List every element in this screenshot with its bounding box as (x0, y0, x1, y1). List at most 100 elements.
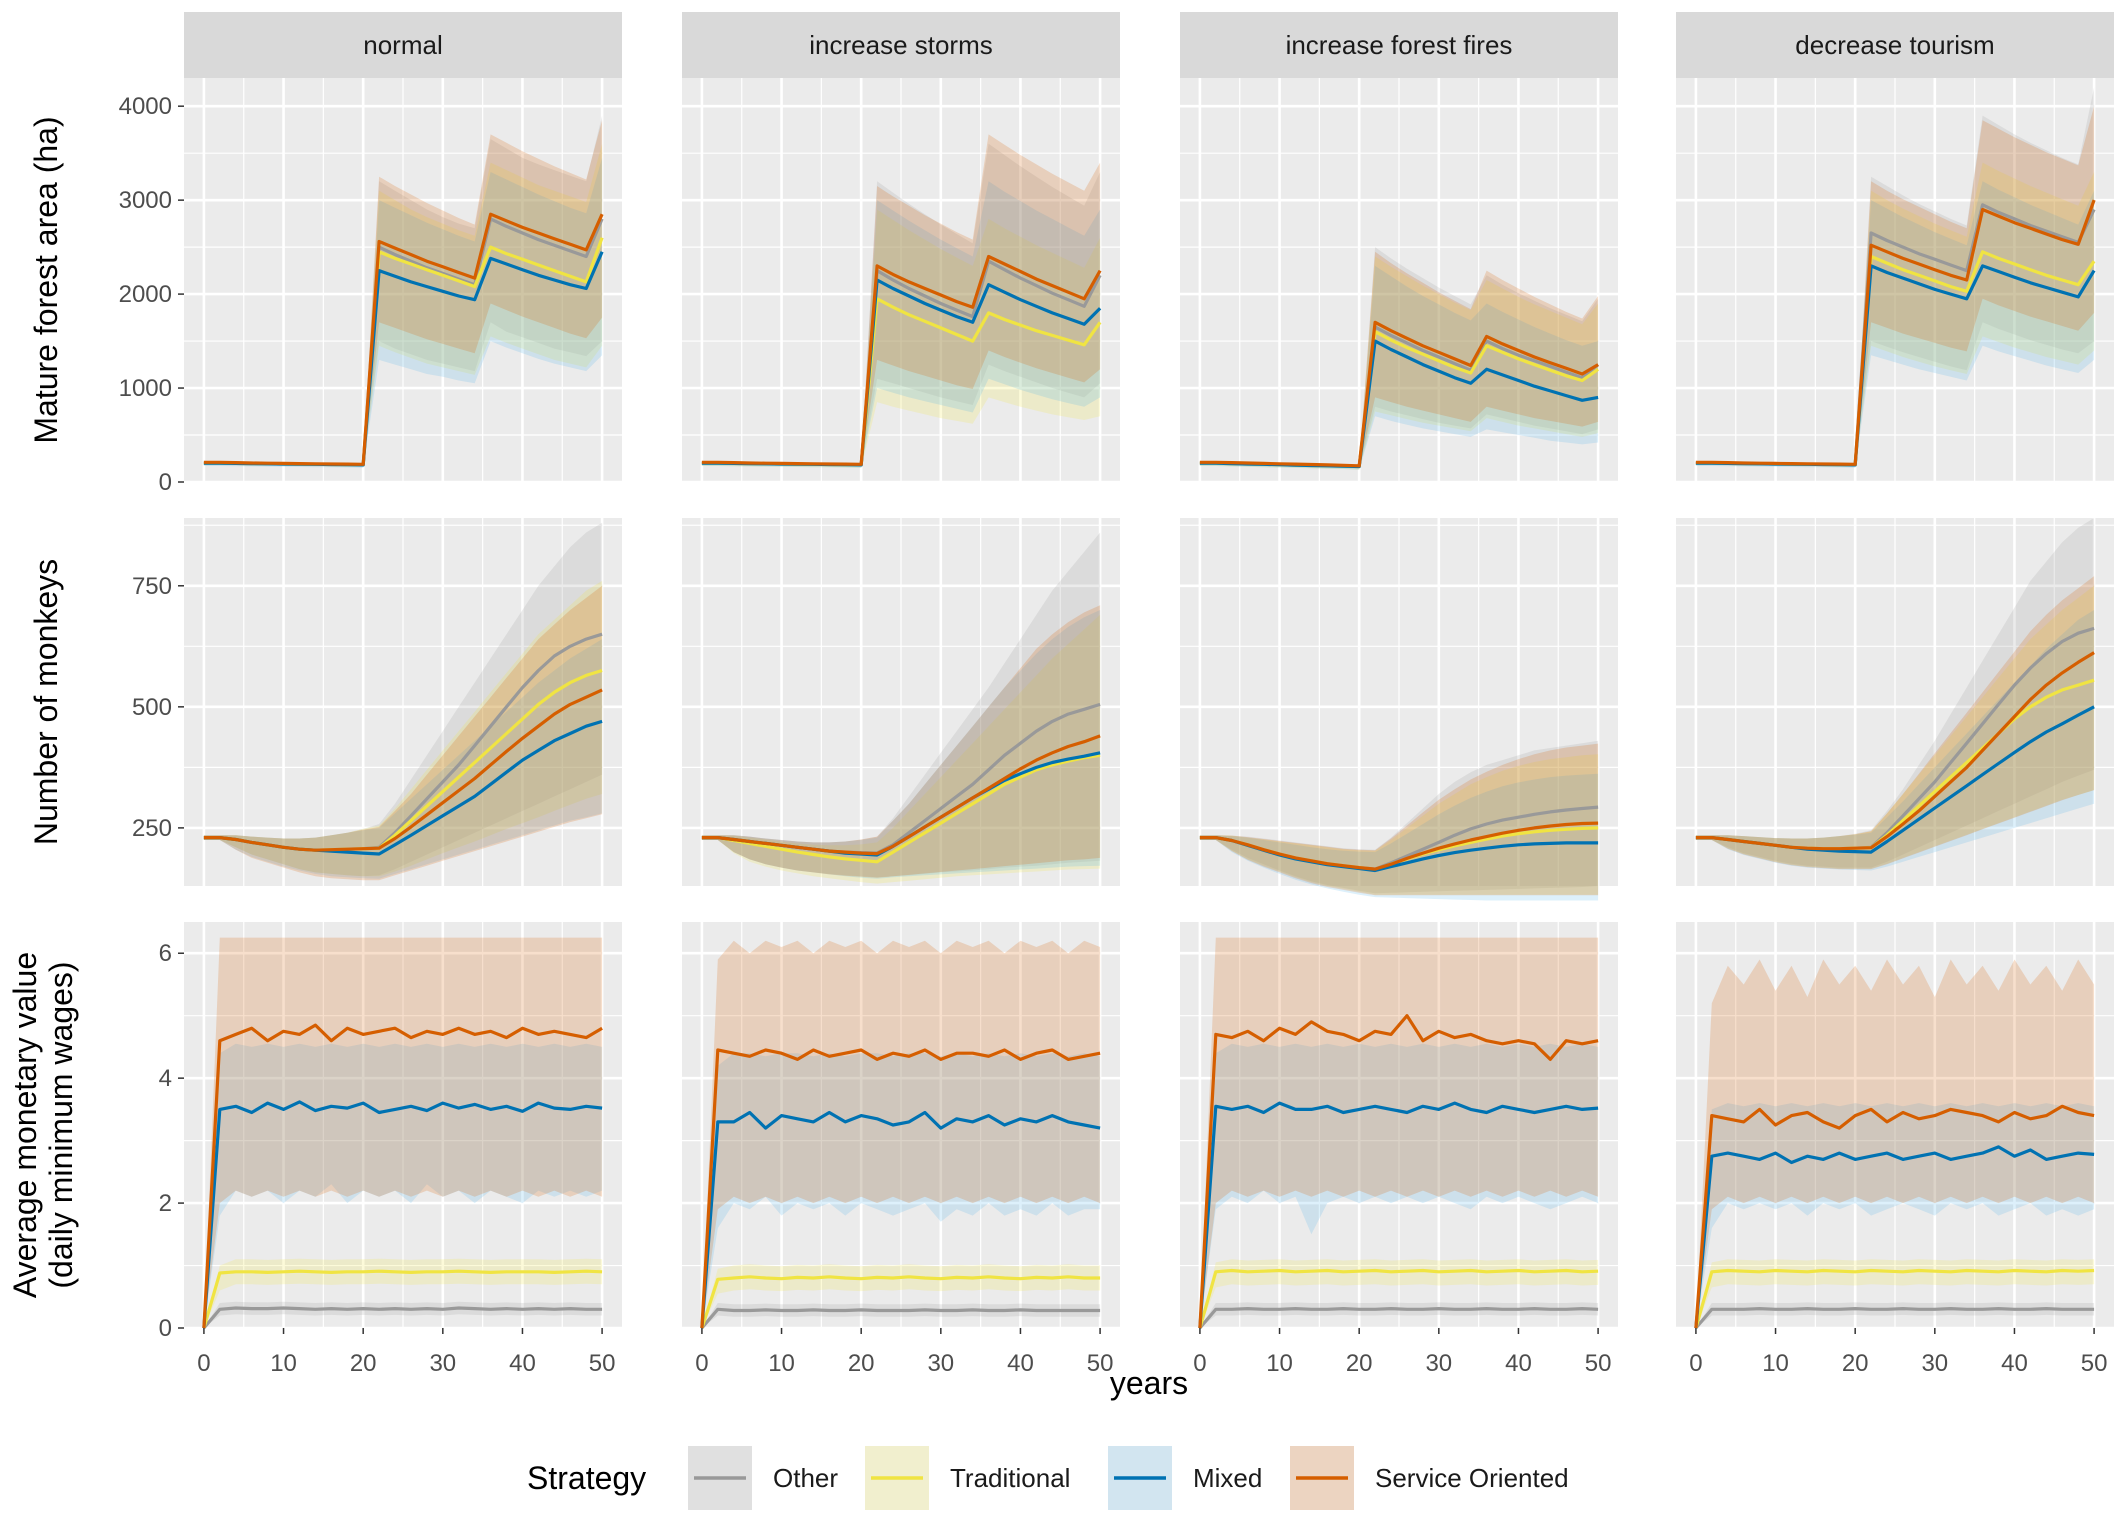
series-line-mixed (700, 1110, 1101, 1329)
ribbon-traditional (1695, 585, 2095, 869)
panel-money-3 (1676, 922, 2114, 1330)
ribbon-mixed (203, 1043, 603, 1328)
facet-strip-label: increase storms (809, 30, 993, 60)
panel-monkeys-1 (682, 518, 1120, 886)
facet-strip (184, 12, 622, 78)
series-line-traditional (1198, 1268, 1599, 1329)
ribbon-traditional (1695, 1259, 2095, 1328)
series-line-service-oriented (701, 734, 1101, 856)
panel-forest-2 (1180, 78, 1618, 484)
x-tick-label: 30 (429, 1350, 456, 1377)
series-line-other (700, 1307, 1101, 1330)
ribbon-other (701, 532, 1101, 878)
ribbon-mixed (203, 157, 603, 468)
x-tick-label: 20 (848, 1350, 875, 1377)
ribbon-other (1695, 87, 2095, 467)
y-tick-label: 6 (159, 940, 172, 967)
ribbon-service-oriented (203, 120, 603, 467)
series-line-other (1198, 1306, 1599, 1330)
legend-label: Mixed (1193, 1463, 1262, 1493)
facet-strip (1676, 12, 2114, 78)
x-tick-label: 30 (1921, 1350, 1948, 1377)
x-tick-label: 0 (197, 1350, 210, 1377)
ribbon-service-oriented (701, 940, 1101, 1328)
series-line-service-oriented (1694, 1104, 2095, 1329)
panel-forest-3 (1676, 78, 2114, 484)
x-tick-label: 50 (2081, 1350, 2108, 1377)
series-line-service-oriented (701, 254, 1102, 466)
y-tick-label: 1000 (119, 375, 172, 402)
x-tick-label: 0 (1689, 1350, 1702, 1377)
y-tick-label: 2 (159, 1190, 172, 1217)
series-line-service-oriented (1695, 651, 2095, 851)
series-line-service-oriented (1199, 821, 1599, 871)
ribbon-service-oriented (701, 605, 1101, 878)
series-line-service-oriented (1695, 199, 2096, 466)
series-line-mixed (202, 1100, 603, 1329)
legend-label: Traditional (950, 1463, 1070, 1493)
ribbon-mixed (1199, 265, 1599, 470)
panel-money-1 (682, 922, 1120, 1330)
y-axis-title: Number of monkeys (28, 559, 64, 845)
y-axis-title: Mature forest area (ha) (28, 116, 64, 443)
series-line-service-oriented (1198, 1014, 1599, 1329)
y-tick-label: 4 (159, 1065, 172, 1092)
x-tick-label: 50 (589, 1350, 616, 1377)
ribbon-service-oriented (1199, 937, 1599, 1328)
ribbon-other (1199, 247, 1599, 469)
ribbon-service-oriented (203, 585, 603, 881)
series-line-service-oriented (700, 1048, 1101, 1329)
ribbon-traditional (1199, 1259, 1599, 1328)
facet-strip (682, 12, 1120, 78)
legend-label: Service Oriented (1375, 1463, 1569, 1493)
x-tick-label: 40 (509, 1350, 536, 1377)
x-tick-label: 20 (1346, 1350, 1373, 1377)
panel-money-0 (184, 922, 622, 1330)
ribbon-service-oriented (1695, 576, 2095, 870)
x-tick-label: 20 (1842, 1350, 1869, 1377)
facet-strip-label: decrease tourism (1795, 30, 1994, 60)
ribbon-traditional (1695, 162, 2095, 467)
x-tick-label: 10 (1762, 1350, 1789, 1377)
y-axis-title: Average monetary value (7, 952, 43, 1298)
ribbon-mixed (1199, 773, 1599, 901)
x-tick-label: 40 (2001, 1350, 2028, 1377)
ribbon-traditional (1199, 256, 1599, 470)
x-tick-label: 0 (1193, 1350, 1206, 1377)
ribbon-traditional (203, 580, 603, 877)
ribbon-traditional (701, 614, 1101, 884)
series-line-traditional (1694, 1268, 2095, 1329)
x-tick-label: 0 (695, 1350, 708, 1377)
legend-label: Other (773, 1463, 838, 1493)
ribbon-other (203, 522, 603, 877)
x-tick-label: 40 (1505, 1350, 1532, 1377)
x-tick-label: 40 (1007, 1350, 1034, 1377)
ribbon-mixed (203, 639, 603, 879)
ribbon-mixed (1695, 181, 2095, 468)
x-tick-label: 10 (1266, 1350, 1293, 1377)
ribbon-mixed (701, 181, 1101, 468)
legend-title: Strategy (527, 1460, 646, 1496)
x-tick-label: 30 (1425, 1350, 1452, 1377)
x-axis-title: years (1110, 1365, 1188, 1401)
ribbon-traditional (203, 1258, 603, 1328)
y-axis-title: (daily minimum wages) (43, 961, 79, 1288)
legend: Strategy Other Traditional Mixed Service Ori… (527, 1446, 1569, 1510)
y-tick-label: 3000 (119, 187, 172, 214)
series-line-mixed (1694, 1145, 2095, 1329)
x-tick-label: 10 (768, 1350, 795, 1377)
ribbon-service-oriented (701, 134, 1101, 467)
ribbon-mixed (1199, 1043, 1599, 1328)
ribbon-other (701, 143, 1101, 467)
facet-strip-label: increase forest fires (1286, 30, 1513, 60)
panel-forest-1 (682, 78, 1120, 484)
x-tick-label: 20 (350, 1350, 377, 1377)
ribbon-traditional (701, 209, 1101, 468)
y-tick-label: 2000 (119, 281, 172, 308)
panel-forest-0 (184, 78, 622, 484)
series-line-mixed (1198, 1101, 1599, 1329)
series-line-traditional (700, 1275, 1101, 1329)
ribbon-mixed (1695, 610, 2095, 871)
panel-monkeys-2 (1180, 518, 1618, 901)
